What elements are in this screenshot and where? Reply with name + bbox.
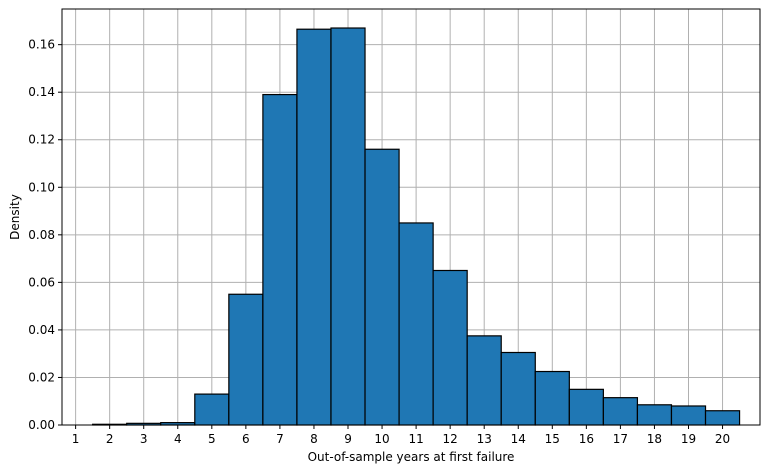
bar-12 [432,269,468,426]
bar-9 [330,27,366,426]
bar-8 [296,28,332,426]
bar-6 [228,293,264,426]
y-tick-label: 0.10 [28,180,55,194]
bar-20 [704,410,741,426]
x-tick-label: 6 [242,432,250,446]
x-axis-ticks: 1 2 3 4 5 6 7 8 9 10 11 12 13 14 15 16 17 18 19 20 [72,425,730,446]
x-tick-label: 8 [310,432,318,446]
x-tick-label: 4 [174,432,182,446]
x-tick-label: 10 [374,432,389,446]
bar-14 [500,351,536,426]
plot-frame [61,8,761,426]
x-tick-label: 20 [715,432,730,446]
x-tick-label: 5 [208,432,216,446]
x-tick-label: 15 [545,432,560,446]
y-tick-label: 0.16 [28,38,55,52]
x-tick-label: 12 [443,432,458,446]
bar-7 [262,93,298,426]
bar-5 [194,393,230,426]
y-axis-label: Density [8,194,22,240]
x-tick-label: 16 [579,432,594,446]
y-tick-label: 0.06 [28,275,55,289]
x-tick-label: 11 [408,432,423,446]
y-tick-label: 0.14 [28,85,55,99]
bar-16 [568,388,604,426]
y-tick-label: 0.04 [28,323,55,337]
x-tick-label: 13 [477,432,492,446]
bar-15 [534,370,570,426]
x-tick-label: 2 [106,432,114,446]
y-axis-ticks: 0.00 0.02 0.04 0.06 0.08 0.10 0.12 0.14 0.16 [28,38,62,432]
bar-10 [364,148,400,426]
bars [92,27,741,426]
y-tick-label: 0.12 [28,133,55,147]
x-tick-label: 18 [647,432,662,446]
bar-11 [398,222,434,426]
bar-17 [602,397,639,426]
x-tick-label: 14 [511,432,526,446]
y-tick-label: 0.02 [28,370,55,384]
x-tick-label: 9 [344,432,352,446]
bar-19 [670,405,707,426]
x-tick-label: 17 [613,432,628,446]
y-tick-label: 0.08 [28,228,55,242]
x-axis-label: Out-of-sample years at first failure [308,450,515,464]
x-tick-label: 7 [276,432,284,446]
y-tick-label: 0.00 [28,418,55,432]
x-tick-label: 19 [681,432,696,446]
x-tick-label: 3 [140,432,148,446]
bar-18 [636,404,673,426]
x-tick-label: 1 [72,432,80,446]
bar-13 [466,335,502,426]
